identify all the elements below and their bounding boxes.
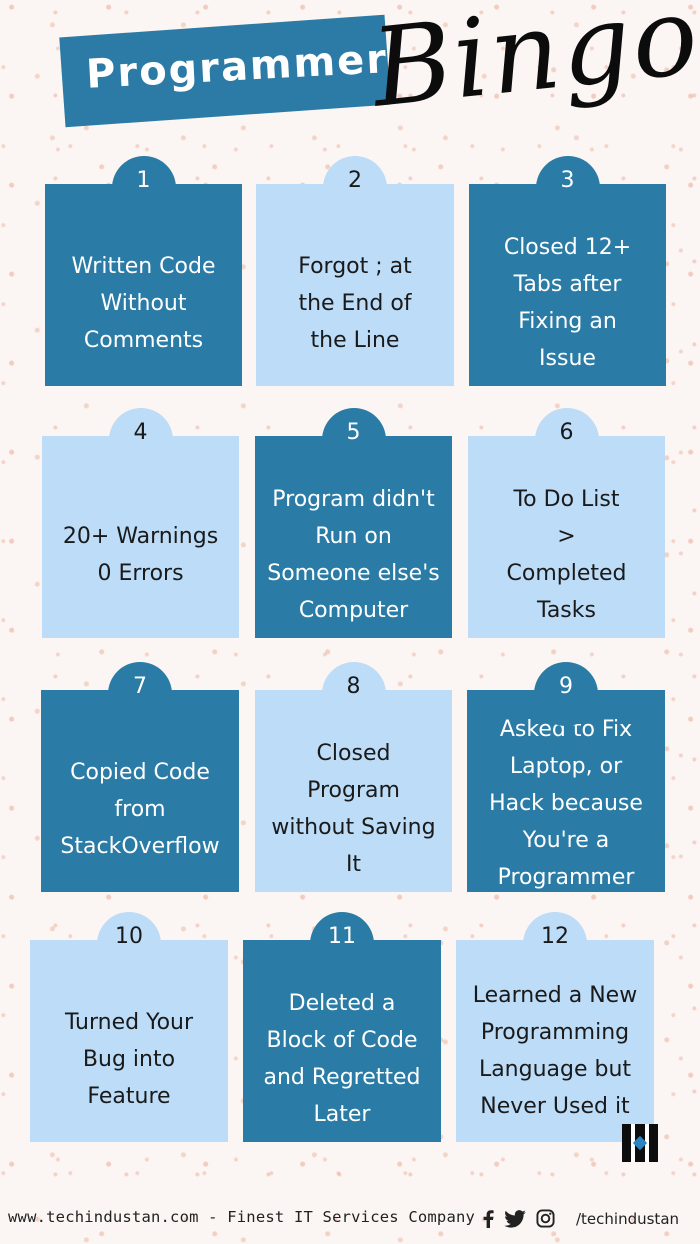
- card-text: Deleted a Block of Code and Regretted La…: [263, 991, 421, 1127]
- footer-social-handle[interactable]: /techindustan: [576, 1210, 680, 1228]
- twitter-icon[interactable]: [504, 1209, 526, 1233]
- card-text: Turned Your Bug into Feature: [64, 1009, 194, 1109]
- social-icons: [482, 1209, 555, 1233]
- brand-logo-icon: [622, 1124, 658, 1162]
- card-number: 4: [108, 408, 173, 472]
- page-title-script: Bingo: [366, 0, 700, 132]
- card-number: 9: [534, 662, 598, 726]
- bingo-card-4: 4 20+ Warnings 0 Errors: [42, 408, 239, 638]
- card-text: To Do List > Completed Tasks: [506, 487, 627, 623]
- bingo-card-3: 3 Closed 12+ Tabs after Fixing an Issue: [469, 156, 666, 386]
- bingo-card-12: 12 Learned a New Programming Language bu…: [456, 912, 654, 1142]
- card-number: 3: [535, 156, 600, 220]
- card-text: Written Code Without Comments: [71, 253, 216, 353]
- bingo-card-6: 6 To Do List > Completed Tasks: [468, 408, 665, 638]
- card-text: Program didn't Run on Someone else's Com…: [267, 487, 440, 623]
- bingo-card-1: 1 Written Code Without Comments: [45, 156, 242, 386]
- bingo-card-7: 7 Copied Code from StackOverflow: [41, 662, 239, 892]
- card-text: Forgot ; at the End of the Line: [298, 253, 412, 353]
- card-number: 5: [321, 408, 386, 472]
- card-text: 20+ Warnings 0 Errors: [62, 524, 219, 586]
- card-number: 1: [111, 156, 176, 220]
- bingo-card-2: 2 Forgot ; at the End of the Line: [256, 156, 454, 386]
- card-number: 11: [310, 912, 374, 976]
- bingo-card-9: 9 Asked to Fix Laptop, or Hack because Y…: [467, 662, 665, 892]
- card-number: 8: [321, 662, 386, 726]
- card-number: 6: [534, 408, 599, 472]
- bingo-card-10: 10 Turned Your Bug into Feature: [30, 912, 228, 1142]
- logo-diamond: [632, 1135, 648, 1151]
- card-text: Learned a New Programming Language but N…: [472, 983, 638, 1119]
- bingo-card-11: 11 Deleted a Block of Code and Regretted…: [243, 912, 441, 1142]
- instagram-icon[interactable]: [536, 1209, 555, 1233]
- bingo-card-5: 5 Program didn't Run on Someone else's C…: [255, 408, 452, 638]
- facebook-icon[interactable]: [482, 1209, 494, 1233]
- card-text: Copied Code from StackOverflow: [60, 759, 220, 859]
- card-text: Closed 12+ Tabs after Fixing an Issue: [503, 235, 632, 371]
- card-number: 2: [323, 156, 387, 220]
- card-number: 12: [523, 912, 587, 976]
- card-text: Closed Program without Saving It: [271, 741, 436, 877]
- bingo-card-8: 8 Closed Program without Saving It: [255, 662, 452, 892]
- card-number: 7: [108, 662, 172, 726]
- footer-site[interactable]: www.techindustan.com - Finest IT Service…: [8, 1208, 476, 1226]
- card-number: 10: [97, 912, 161, 976]
- card-text: Asked to Fix Laptop, or Hack because You…: [489, 716, 643, 890]
